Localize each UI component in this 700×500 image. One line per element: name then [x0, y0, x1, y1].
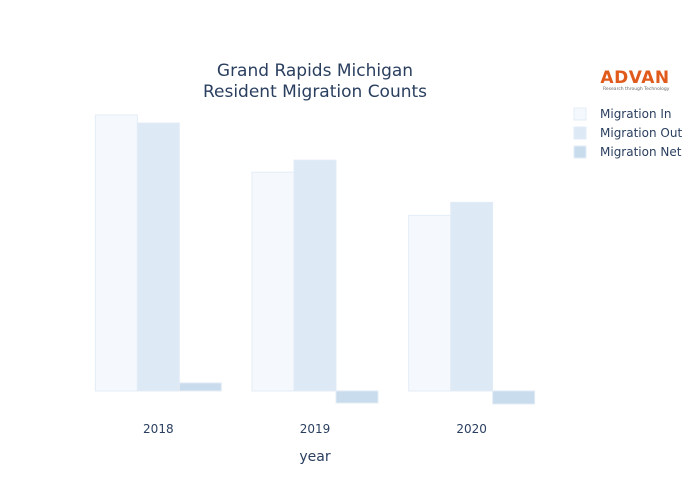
legend-label[interactable]: Migration In	[600, 107, 672, 121]
logo-tagline: Research through Technology	[603, 86, 670, 92]
bar-migration-out-2019	[293, 159, 337, 392]
legend-label[interactable]: Migration Net	[600, 145, 682, 159]
chart-title: Grand Rapids Michigan	[217, 61, 413, 81]
bar-migration-net-2018	[178, 382, 222, 392]
bar-migration-in-2019	[251, 171, 295, 392]
bar-group	[94, 114, 536, 405]
x-axis-title: year	[299, 449, 330, 465]
advan-logo: ADVAN Research through Technology	[600, 68, 669, 92]
x-tick-label: 2020	[456, 422, 487, 436]
bar-migration-net-2019	[335, 390, 379, 404]
legend: Migration In Migration Out Migration Net	[573, 107, 682, 159]
bar-migration-out-2018	[136, 122, 180, 392]
bar-migration-out-2020	[450, 201, 494, 392]
legend-swatch[interactable]	[573, 126, 587, 140]
bar-migration-net-2020	[492, 390, 536, 405]
legend-swatch[interactable]	[573, 107, 587, 121]
legend-swatch[interactable]	[573, 145, 587, 159]
x-tick-label: 2018	[143, 422, 174, 436]
logo-wordmark: ADVAN	[600, 68, 669, 88]
bar-migration-in-2020	[408, 214, 452, 392]
x-tick-label: 2019	[300, 422, 331, 436]
legend-label[interactable]: Migration Out	[600, 126, 682, 140]
x-tick-labels: 2018 2019 2020	[143, 422, 487, 436]
bar-migration-in-2018	[94, 114, 138, 392]
chart-subtitle: Resident Migration Counts	[203, 82, 427, 102]
